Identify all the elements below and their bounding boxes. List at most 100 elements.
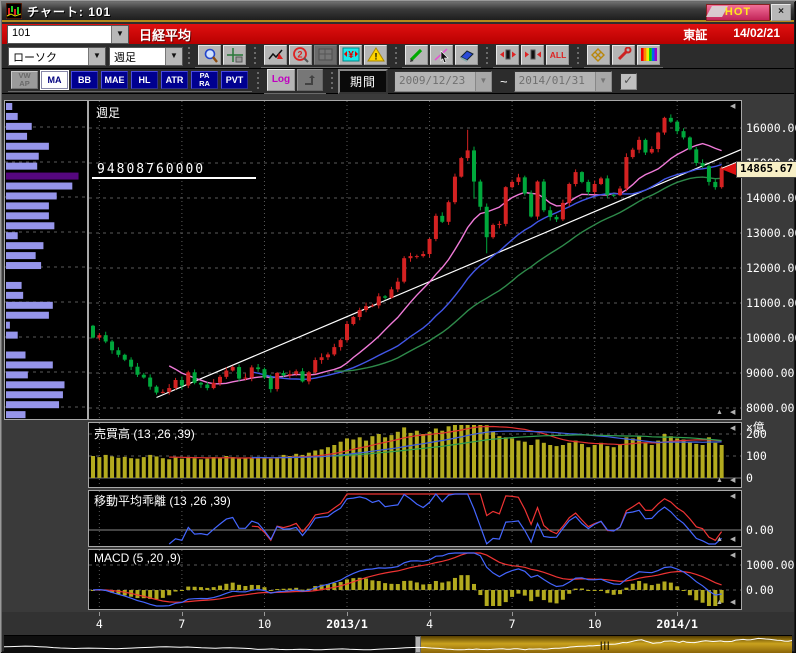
eraser-icon[interactable] (455, 44, 478, 65)
price-axis-label: 12000.00 (746, 261, 796, 275)
pencil-icon[interactable] (405, 44, 428, 65)
kairi-panel[interactable] (88, 490, 742, 547)
select-cursor-icon[interactable] (430, 44, 453, 65)
indicator-button-hl[interactable]: HL (131, 70, 158, 89)
panel-scroll-arrow-icon[interactable]: ▲ (716, 409, 723, 416)
symbol-code-value: 101 (8, 25, 111, 43)
symbol-code-select[interactable]: 101 ▼ (7, 24, 129, 44)
zoom-icon[interactable] (198, 44, 221, 65)
svg-text:!: ! (374, 51, 377, 61)
period-button[interactable]: 期間 (338, 68, 388, 94)
chevron-down-icon[interactable]: ▼ (165, 47, 182, 65)
chevron-down-icon[interactable]: ▼ (111, 25, 128, 43)
candle-expand-icon[interactable] (496, 44, 519, 65)
sync-arrow-icon[interactable] (297, 68, 323, 91)
x-axis-tick (594, 612, 596, 616)
separator (251, 46, 259, 66)
panel-scroll-arrow-icon[interactable]: ◀ (730, 425, 736, 432)
indicator-button-atr[interactable]: ATR (161, 70, 188, 89)
x-axis-label: 2013/1 (326, 617, 368, 631)
symbol-header: 101 ▼ 日経平均 東証 14/02/21 (2, 24, 794, 44)
separator (483, 46, 491, 66)
x-axis-tick (429, 612, 431, 616)
hot-button[interactable]: HOT (706, 4, 770, 21)
panel-scroll-arrow-icon[interactable]: ◀ (730, 536, 736, 543)
rainbow-icon[interactable] (637, 44, 660, 65)
price-axis-label: 8000.00 (746, 401, 795, 415)
indicator-button-bb[interactable]: BB (71, 70, 98, 89)
window-title: チャート: 101 (27, 4, 112, 19)
volume-unit-label: ×億 (746, 420, 765, 434)
exchange-label: 東証 (683, 27, 708, 42)
x-axis-tick (677, 612, 679, 616)
macd-axis-label: 1000.00 (746, 558, 795, 572)
volume-panel-title: 売買高 (13 ,26 ,39) (94, 427, 195, 441)
last-price-arrow-icon (721, 163, 736, 175)
svg-text:ALL: ALL (549, 50, 566, 60)
volume-at-price-label: 94808760000 (97, 162, 206, 177)
x-axis-tick (99, 612, 101, 616)
warning-icon[interactable]: ! (364, 44, 387, 65)
price-axis-label: 14000.00 (746, 191, 796, 205)
separator (392, 46, 400, 66)
x-axis-label: 10 (257, 617, 272, 631)
x-axis-label: 2014/1 (656, 617, 698, 631)
date-to-select[interactable]: 2014/01/31 ▼ (513, 70, 612, 92)
navigator-grip-dots[interactable]: ||| (600, 640, 611, 650)
date-from-select[interactable]: 2009/12/23 ▼ (394, 70, 492, 92)
volume-axis-label: 100 (746, 449, 767, 463)
indicator-button-para[interactable]: PA RA (191, 70, 218, 89)
crosshair-icon[interactable] (223, 44, 246, 65)
x-axis-label: 7 (508, 617, 516, 631)
x-axis-label: 10 (587, 617, 602, 631)
range-tilde: ~ (500, 73, 508, 89)
volume-axis-label: 200 (746, 427, 767, 441)
symbol-name-label: 日経平均 (139, 27, 192, 43)
tools-icon[interactable] (612, 44, 635, 65)
panel-scroll-arrow-icon[interactable]: ◀ (730, 599, 736, 606)
kairi-panel-title: 移動平均乖離 (13 ,26 ,39) (94, 494, 231, 508)
panel-scroll-arrow-icon[interactable]: ◀ (730, 103, 736, 110)
indicator-button-ma[interactable]: MA (40, 69, 69, 90)
panel-scroll-arrow-icon[interactable]: ◀ (730, 552, 736, 559)
price-axis-label: 13000.00 (746, 226, 796, 240)
volume-profile-panel[interactable] (4, 100, 88, 420)
range-navigator[interactable]: ||| (4, 635, 792, 653)
indicator-button-mae[interactable]: MAE (101, 70, 128, 89)
panel-scroll-arrow-icon[interactable]: ◀ (730, 409, 736, 416)
panel-scroll-arrow-icon[interactable]: ▲ (716, 536, 723, 543)
all-button[interactable]: ALL (546, 44, 569, 65)
panel-scroll-arrow-icon[interactable]: ▲ (716, 477, 723, 484)
log-scale-button[interactable]: Log (267, 68, 295, 91)
volume-panel[interactable] (88, 422, 742, 488)
candle-shrink-icon[interactable] (521, 44, 544, 65)
last-price-tooltip: 14865.67 (736, 161, 796, 178)
macd-panel[interactable] (88, 549, 742, 610)
close-icon[interactable]: × (771, 4, 791, 21)
period-checkbox[interactable]: ✓ (619, 72, 637, 90)
panel-scroll-arrow-icon[interactable]: ◀ (730, 493, 736, 500)
kairi-axis-label: 0.00 (746, 523, 774, 537)
yen-converter-icon[interactable]: ¥ (339, 44, 362, 65)
draw-trend-icon[interactable] (264, 44, 287, 65)
separator (574, 46, 582, 66)
indicator-button-pvt[interactable]: PVT (221, 70, 248, 89)
grid-icon[interactable] (314, 44, 337, 65)
x-axis-label: 7 (178, 617, 186, 631)
pattern-icon[interactable] (587, 44, 610, 65)
panel-scroll-arrow-icon[interactable]: ▲ (716, 599, 723, 606)
main-chart-panel[interactable] (88, 100, 742, 420)
indicator-button-vwap[interactable]: VW AP (11, 70, 38, 89)
circled-2-icon[interactable]: 2 (289, 44, 312, 65)
svg-text:¥: ¥ (348, 50, 354, 61)
svg-text:2: 2 (297, 49, 302, 59)
timeframe-select[interactable]: 週足 ▼ (109, 46, 183, 66)
date-label: 14/02/21 (733, 25, 780, 40)
panel-scroll-arrow-icon[interactable]: ◀ (730, 477, 736, 484)
volume-at-price-underline (92, 177, 256, 179)
chart-type-select[interactable]: ローソク ▼ (8, 46, 106, 66)
app-icon (6, 3, 22, 19)
chart-toolbar: ローソク ▼ 週足 ▼ 2 ¥! ALL (2, 44, 794, 69)
chevron-down-icon[interactable]: ▼ (88, 47, 105, 65)
